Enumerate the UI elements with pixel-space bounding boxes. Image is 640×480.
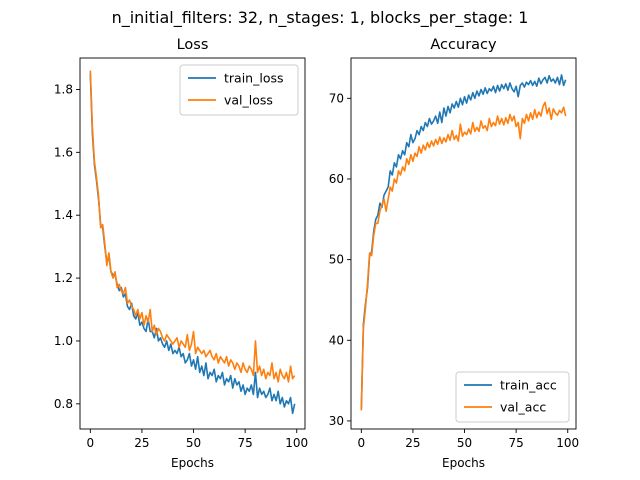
- accuracy-x-tick-label: 100: [556, 436, 579, 450]
- series-line-val-loss: [89, 70, 296, 383]
- series-line-train-acc: [360, 74, 567, 409]
- loss-tick-marks: [76, 88, 298, 433]
- loss-axes-frame: [79, 57, 306, 430]
- accuracy-subplot: Accuracy Epochs 0 25 50 75 100 30 40 50 60 70 tra…: [329, 37, 579, 470]
- accuracy-x-tick-label: 50: [457, 436, 472, 450]
- loss-x-axis-label: Epochs: [171, 456, 214, 470]
- series-line-val-acc: [360, 101, 567, 411]
- figure-suptitle: n_initial_filters: 32, n_stages: 1, bloc…: [112, 8, 529, 28]
- legend-label-train-acc: train_acc: [500, 378, 557, 393]
- accuracy-y-tick-label: 70: [329, 91, 344, 105]
- accuracy-y-tick-label: 30: [329, 414, 344, 428]
- loss-x-tick-label: 75: [237, 436, 252, 450]
- accuracy-y-tick-label: 50: [329, 253, 344, 267]
- loss-x-tick-label: 25: [134, 436, 149, 450]
- accuracy-axes-frame: [350, 57, 577, 430]
- legend-label-val-loss: val_loss: [224, 93, 273, 108]
- legend-label-train-loss: train_loss: [224, 71, 284, 86]
- legend-label-val-acc: val_acc: [500, 400, 546, 415]
- loss-x-tick-label: 0: [87, 436, 95, 450]
- loss-y-tick-label: 1.0: [54, 334, 73, 348]
- loss-y-tick-label: 1.2: [54, 271, 73, 285]
- loss-tick-labels: 0 25 50 75 100 0.8 1.0 1.2 1.4 1.6 1.8: [54, 82, 308, 450]
- loss-y-tick-label: 0.8: [54, 397, 73, 411]
- accuracy-legend: train_acc val_acc: [455, 371, 570, 423]
- loss-y-tick-label: 1.8: [54, 82, 73, 96]
- accuracy-x-tick-label: 0: [358, 436, 366, 450]
- series-line-train-loss: [89, 73, 296, 415]
- accuracy-x-tick-label: 75: [508, 436, 523, 450]
- accuracy-x-axis-label: Epochs: [442, 456, 485, 470]
- loss-x-tick-label: 100: [285, 436, 308, 450]
- accuracy-y-tick-label: 60: [329, 172, 344, 186]
- accuracy-title: Accuracy: [430, 37, 497, 53]
- accuracy-lines: [360, 74, 567, 411]
- loss-x-tick-label: 50: [186, 436, 201, 450]
- loss-y-tick-label: 1.4: [54, 208, 73, 222]
- accuracy-x-tick-label: 25: [405, 436, 420, 450]
- loss-legend: train_loss val_loss: [179, 64, 299, 116]
- loss-title: Loss: [177, 37, 209, 53]
- loss-lines: [89, 70, 296, 415]
- accuracy-y-tick-label: 40: [329, 333, 344, 347]
- loss-y-tick-label: 1.6: [54, 145, 73, 159]
- accuracy-tick-labels: 0 25 50 75 100 30 40 50 60 70: [329, 91, 579, 450]
- accuracy-tick-marks: [347, 97, 569, 433]
- loss-subplot: Loss Epochs 0 25 50 75 100 0.8 1.0 1.2 1.4 1.6 1.8…: [54, 37, 308, 470]
